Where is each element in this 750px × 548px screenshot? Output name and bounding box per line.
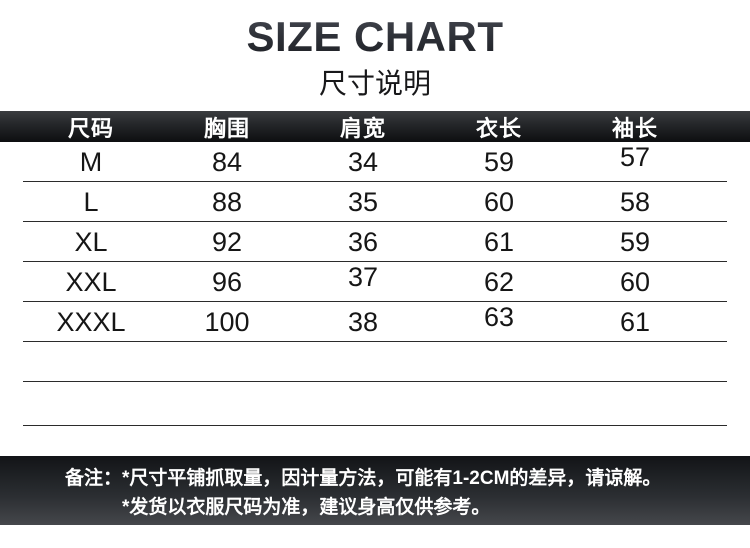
bust-cell: 92 [211, 227, 243, 257]
sleeve-cell: 57 [619, 142, 651, 172]
note-text-1: *尺寸平铺抓取量，因计量方法，可能有1-2CM的差异，请谅解。 [122, 468, 662, 489]
notes-bar: 备注： *尺寸平铺抓取量，因计量方法，可能有1-2CM的差异，请谅解。 *发货以… [0, 456, 750, 525]
column-header-shoulder: 肩宽 [339, 116, 386, 141]
table-row: L 88 35 60 58 [23, 182, 727, 222]
size-table-body: M 84 34 59 57 L 88 35 60 58 XL 92 36 61 … [23, 142, 727, 426]
sleeve-cell: 61 [619, 307, 651, 337]
size-cell: L [83, 187, 99, 217]
shoulder-cell: 36 [347, 227, 379, 257]
bust-cell: 100 [204, 307, 250, 337]
sleeve-cell: 59 [619, 227, 651, 257]
table-row: XXL 96 37 62 60 [23, 262, 727, 302]
table-row: M 84 34 59 57 [23, 142, 727, 182]
column-header-length: 衣长 [475, 116, 522, 141]
page-subtitle: 尺寸说明 [318, 68, 431, 99]
table-row-empty [23, 382, 727, 426]
length-cell: 59 [483, 147, 515, 177]
column-header-size: 尺码 [67, 116, 114, 141]
table-row: XXXL 100 38 63 61 [23, 302, 727, 342]
bust-cell: 88 [211, 187, 243, 217]
note-line-2: *发货以衣服尺码为准，建议身高仅供参考。 [122, 497, 491, 518]
shoulder-cell: 34 [347, 147, 379, 177]
size-cell: XXXL [56, 307, 126, 337]
size-cell: XL [74, 227, 108, 257]
column-header-bust: 胸围 [203, 116, 250, 141]
length-cell: 60 [483, 187, 515, 217]
size-cell: M [79, 147, 103, 177]
length-cell: 61 [483, 227, 515, 257]
table-row-empty [23, 342, 727, 382]
sleeve-cell: 60 [619, 267, 651, 297]
sleeve-cell: 58 [619, 187, 651, 217]
table-header-row: 尺码 胸围 肩宽 衣长 袖长 [0, 111, 750, 142]
bust-cell: 96 [211, 267, 243, 297]
column-header-sleeve: 袖长 [611, 116, 658, 141]
length-cell: 63 [483, 302, 515, 332]
shoulder-cell: 38 [347, 307, 379, 337]
table-row: XL 92 36 61 59 [23, 222, 727, 262]
shoulder-cell: 35 [347, 187, 379, 217]
note-line-1: 备注： *尺寸平铺抓取量，因计量方法，可能有1-2CM的差异，请谅解。 [65, 464, 730, 493]
note-label: 备注： [65, 468, 123, 489]
length-cell: 62 [483, 267, 515, 297]
shoulder-cell: 37 [347, 262, 379, 292]
bust-cell: 84 [211, 147, 243, 177]
page-title: SIZE CHART [0, 10, 750, 64]
size-cell: XXL [65, 267, 117, 297]
